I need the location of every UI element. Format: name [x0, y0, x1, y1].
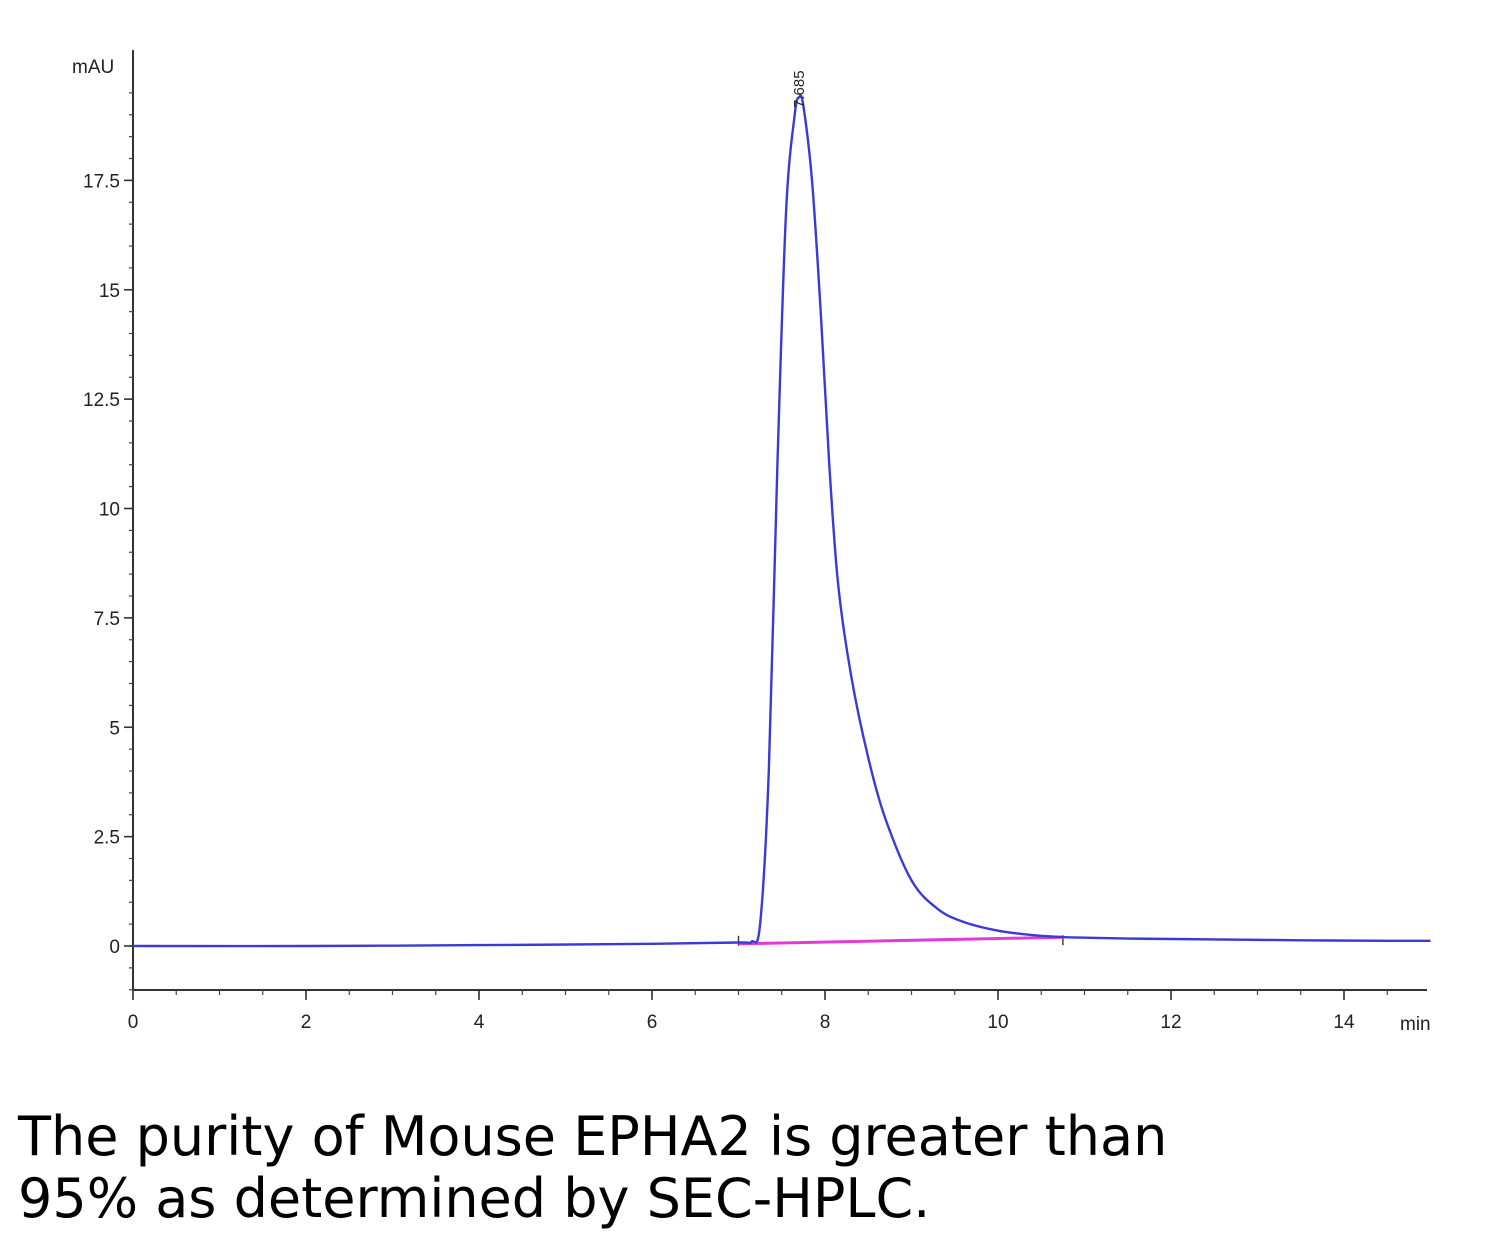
y-axis-ticks: 0 2.5 5 7.5 10 12.5 15 17.5	[83, 92, 133, 991]
y-tick-label: 17.5	[83, 171, 120, 192]
y-tick-label: 15	[99, 281, 120, 302]
peak-labels: 7.685	[791, 70, 808, 108]
y-tick-label: 2.5	[94, 828, 120, 849]
y-axis-unit: mAU	[72, 57, 114, 78]
x-tick-label: 14	[1333, 1012, 1355, 1033]
axes	[132, 50, 1427, 991]
x-tick-label: 8	[820, 1012, 831, 1033]
integration-baseline	[738, 935, 1063, 946]
y-tick-label: 5	[109, 718, 120, 739]
peak-label: 7.685	[791, 70, 808, 108]
y-tick-label: 7.5	[94, 609, 120, 630]
x-tick-label: 12	[1160, 1012, 1181, 1033]
caption: The purity of Mouse EPHA2 is greater tha…	[18, 1106, 1478, 1230]
x-axis-ticks: 0 2 4 6 8 10 12 14	[128, 990, 1388, 1033]
chromatogram-chart: 0 2.5 5 7.5 10 12.5 15 17.5 0 2 4 6 8 10 12 14 mAU min…	[72, 50, 1431, 1035]
x-tick-label: 10	[987, 1012, 1008, 1033]
y-tick-label: 0	[109, 937, 120, 958]
caption-line-1: The purity of Mouse EPHA2 is greater tha…	[18, 1105, 1168, 1168]
caption-line-2: 95% as determined by SEC-HPLC.	[18, 1167, 931, 1230]
y-tick-label: 12.5	[83, 390, 120, 411]
x-tick-label: 2	[301, 1012, 312, 1033]
x-tick-label: 0	[128, 1012, 139, 1033]
x-axis-unit: min	[1400, 1014, 1431, 1035]
x-tick-label: 4	[474, 1012, 485, 1033]
y-tick-label: 10	[99, 500, 120, 521]
series-line	[132, 94, 1431, 948]
x-tick-label: 6	[647, 1012, 658, 1033]
